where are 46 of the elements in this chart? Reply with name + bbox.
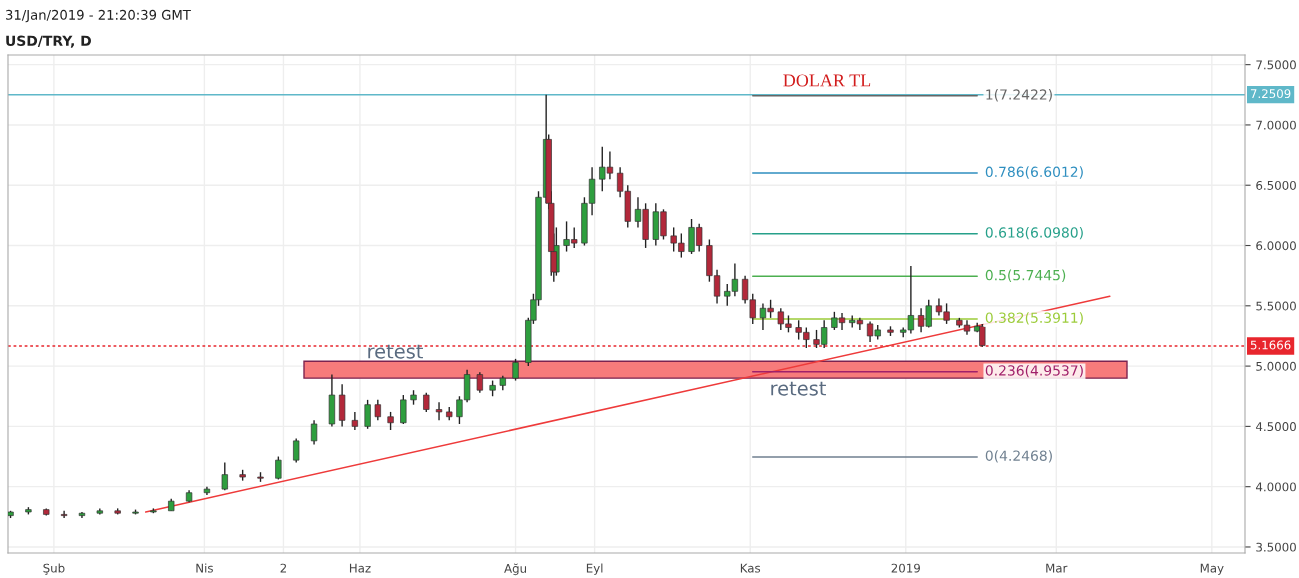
text: 31/Jan/2019 - 21:20:39 GMT: [6, 9, 191, 23]
x-tick-label: Şub: [43, 563, 65, 575]
ref-line-label: 5.1666: [1250, 340, 1291, 350]
y-tick-label: 6.0000: [1256, 241, 1296, 251]
candlestick: [423, 391, 430, 413]
x-tick-label: Eyl: [586, 563, 603, 575]
y-tick-label: 5.0000: [1256, 361, 1296, 371]
x-tick-label: Ağu: [504, 563, 527, 576]
y-tick-label: 6.5000: [1256, 180, 1296, 190]
series-label: 0.786(6.6012): [985, 166, 1083, 179]
candlestick: [374, 399, 381, 422]
candlestick: [310, 419, 318, 446]
x-tick-label: May: [1200, 563, 1224, 575]
annotation: DOLAR TL: [783, 74, 871, 87]
y-tick-label: 5.5000: [1256, 301, 1296, 311]
x-tick-label: Kas: [740, 563, 761, 573]
x-tick-label: 2019: [891, 563, 920, 573]
candlestick: [400, 394, 407, 425]
x-tick-label: Mar: [1046, 563, 1068, 573]
series-label: 0.618(6.0980): [985, 227, 1083, 240]
annotation: retest: [771, 381, 826, 396]
candlestick: [476, 371, 483, 394]
candlestick: [351, 411, 359, 431]
annotation: retest: [368, 344, 423, 359]
candlestick: [293, 437, 300, 464]
series-label: 0(4.2468): [985, 450, 1052, 463]
y-tick-label: 4.5000: [1255, 422, 1296, 432]
y-tick-label: 7.5000: [1256, 60, 1296, 70]
chart-title: USD/TRY, D: [6, 35, 91, 48]
y-tick-label: 7.0000: [1256, 120, 1296, 130]
candlestick: [435, 401, 443, 422]
candlestick: [221, 461, 228, 491]
series-label: 0.382(5.3911): [985, 312, 1083, 325]
candlestick: [387, 411, 394, 431]
series-label: 0.236(4.9537): [985, 364, 1083, 378]
series-label: 0.5(5.7445): [985, 269, 1066, 282]
y-tick-label: 3.5000: [1256, 542, 1296, 552]
x-tick-label: Nis: [196, 563, 213, 573]
x-tick-label: Haz: [349, 563, 371, 573]
x-tick-label: 2: [280, 563, 287, 573]
candlestick: [512, 358, 519, 382]
ref-line-label: 7.2509: [1250, 89, 1291, 99]
candlestick: [60, 510, 68, 519]
y-tick-label: 4.0000: [1255, 482, 1296, 492]
series-label: 1(7.2422): [986, 89, 1052, 102]
candlestick: [364, 399, 371, 430]
